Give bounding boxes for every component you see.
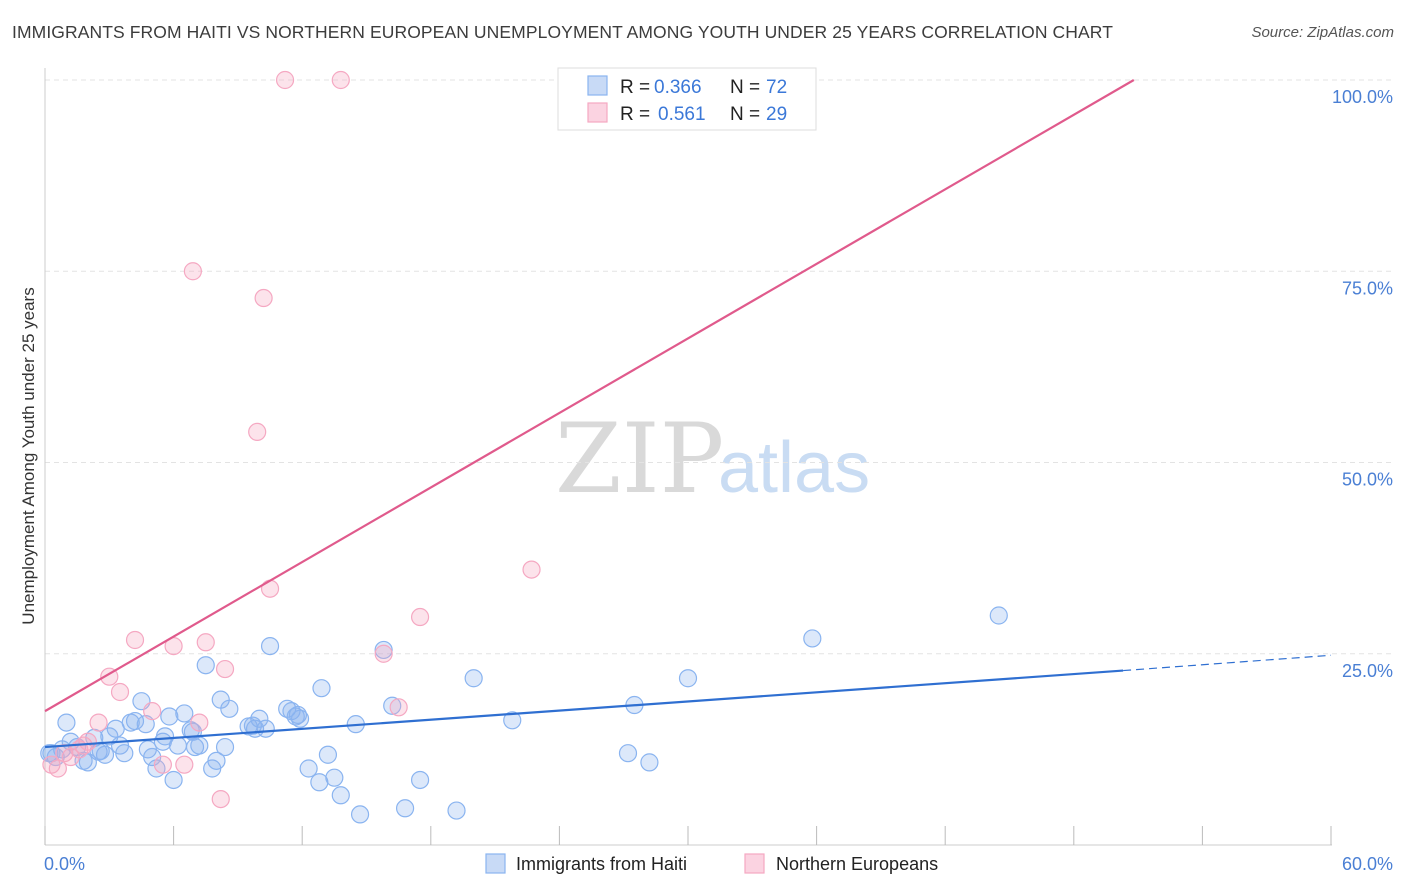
data-point [220,699,239,718]
bottom-legend-swatch-haiti [485,853,506,874]
data-point [447,801,466,820]
data-point [503,711,522,730]
legend-n-label-1: N = [730,77,760,98]
data-point [350,805,370,824]
x-tick-label-min: 0.0% [44,854,85,874]
data-point [331,70,350,90]
data-point [89,713,108,732]
data-point [125,630,145,650]
x-tick-label-max: 60.0% [1342,854,1393,874]
legend-r-label-1: R = [620,77,650,98]
data-point [989,606,1008,625]
legend-swatch-northern-europeans [587,102,608,123]
data-point [464,669,483,688]
data-point [678,669,698,688]
data-point [183,262,202,281]
trendline [44,669,1124,749]
bottom-legend-swatch-northern-europeans [744,853,765,874]
data-point [331,786,350,805]
data-point [803,629,822,648]
legend-r-value-1: 0.366 [654,77,702,98]
data-point [618,744,638,763]
data-point [260,579,280,598]
data-point [155,727,175,746]
data-point [248,422,267,441]
watermark-zip: ZIP [555,403,724,515]
data-point [196,633,215,652]
data-point [250,709,269,728]
y-tick-label: 75.0% [1342,278,1393,298]
watermark-atlas: atlas [718,428,870,508]
data-point [207,751,226,770]
data-point [318,745,338,764]
data-point [160,707,179,726]
series-northern-europeans [42,70,541,809]
data-point [290,709,310,728]
legend-n-value-2: 29 [766,104,787,125]
data-point [522,560,541,579]
data-point [190,713,209,732]
gridlines [45,79,1392,655]
data-point [115,744,134,763]
legend-n-value-1: 72 [766,77,787,98]
y-tick-label: 25.0% [1342,661,1393,681]
y-axis-tick-labels: 25.0% 50.0% 75.0% 100.0% [1332,87,1393,681]
data-point [125,711,145,731]
legend-r-label-2: R = [620,104,650,125]
data-point [143,702,162,721]
legend-r-value-2: 0.561 [658,104,706,125]
data-point [153,755,172,774]
data-point [215,659,235,679]
data-point [383,696,402,715]
data-point [168,736,187,755]
bottom-legend-label-haiti: Immigrants from Haiti [516,854,687,874]
data-point [310,773,329,792]
data-point [243,716,263,735]
data-point [299,759,318,778]
trendlines [44,79,1332,749]
data-point [374,640,393,660]
data-point [275,70,295,90]
data-point [175,755,194,774]
y-tick-label: 100.0% [1332,87,1393,107]
data-point [410,770,430,790]
data-point [215,737,235,757]
bottom-legend-label-northern-europeans: Northern Europeans [776,854,938,874]
y-axis-title: Unemployment Among Youth under 25 years [19,287,38,624]
data-point [395,799,415,818]
x-axis-ticks [44,826,1332,845]
data-point [48,759,67,778]
legend-swatch-haiti [587,75,608,96]
data-point [374,644,393,663]
data-point [254,288,273,308]
stats-legend: R = 0.366 N = 72 R = 0.561 N = 29 [557,67,817,131]
data-point [389,698,408,717]
data-point [110,682,130,702]
data-point [196,656,215,675]
data-point [312,679,331,698]
data-point [260,636,280,656]
data-point [325,768,344,787]
y-tick-label: 50.0% [1342,470,1393,490]
trendline [44,79,1135,713]
data-point [57,713,76,732]
data-point [211,789,230,809]
data-point [410,607,430,627]
chart-title: IMMIGRANTS FROM HAITI VS NORTHERN EUROPE… [12,22,1113,42]
data-point [164,770,183,790]
series-legend: Immigrants from Haiti Northern Europeans [485,853,938,874]
legend-n-label-2: N = [730,104,760,125]
data-point [175,704,194,723]
chart-source: Source: ZipAtlas.com [1251,24,1394,41]
data-point [78,732,97,751]
trendline-extension [1123,654,1332,672]
data-point [640,753,659,772]
data-point [78,753,97,772]
series-immigrants-from-haiti [40,606,1008,824]
